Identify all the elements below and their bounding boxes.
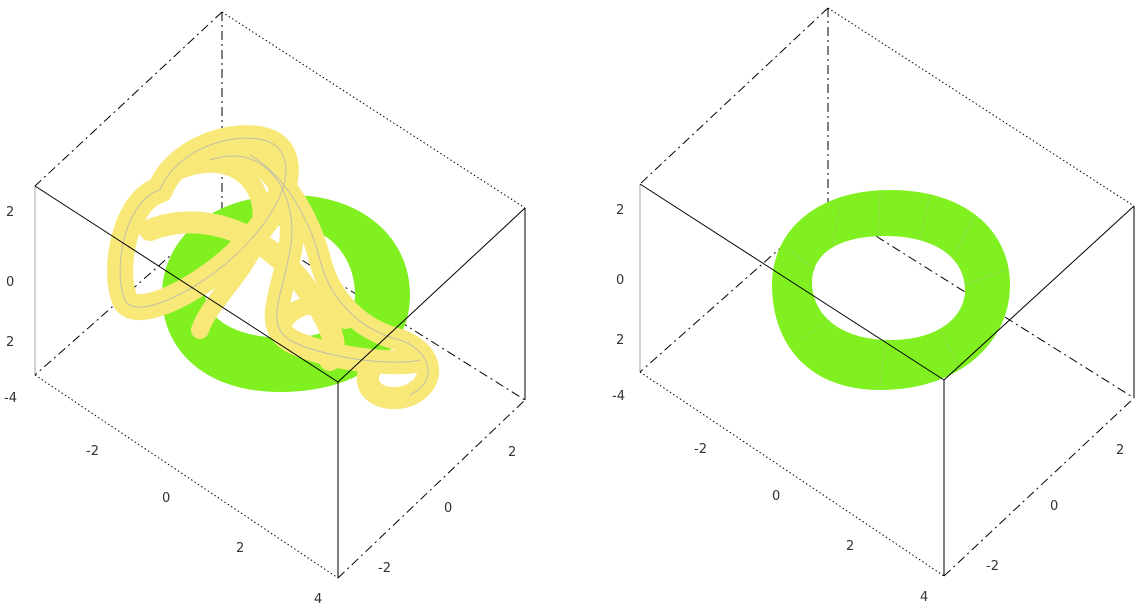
x-tick-label: 2	[846, 539, 854, 554]
x-tick-label: 0	[162, 491, 170, 506]
y-tick-label: 0	[1050, 499, 1058, 514]
left-box-edge	[34, 374, 339, 579]
z-tick-label: 0	[616, 273, 624, 288]
left-box-edge	[337, 207, 526, 383]
left-knot	[107, 125, 440, 410]
z-tick-label: 0	[6, 275, 14, 290]
left-ticks: 2 0 2 -4 -2 0 2 4 -2 0 2	[4, 205, 516, 607]
plot-right: 2 0 2 -4 -2 0 2 4 -2 0 2	[612, 7, 1135, 605]
left-box-edge	[34, 185, 339, 383]
y-tick-label: 2	[508, 445, 516, 460]
y-tick-label: 2	[1116, 443, 1124, 458]
plot-left: 2 0 2 -4 -2 0 2 4 -2 0 2	[4, 11, 526, 607]
z-tick-label: -4	[4, 391, 17, 406]
left-box-edge	[34, 11, 223, 187]
y-tick-label: -2	[986, 559, 999, 574]
right-box-edge	[639, 183, 945, 381]
left-box-edge	[337, 399, 526, 579]
x-tick-label: 4	[314, 592, 322, 607]
right-surfaces	[772, 190, 1010, 390]
right-box-edge	[639, 7, 829, 185]
x-tick-label: 4	[920, 590, 928, 605]
z-tick-label: 2	[616, 203, 624, 218]
x-tick-label: 0	[772, 489, 780, 504]
z-tick-label: 2	[6, 335, 14, 350]
left-torus	[162, 195, 410, 392]
right-ticks: 2 0 2 -4 -2 0 2 4 -2 0 2	[612, 203, 1124, 605]
left-surfaces	[107, 125, 440, 410]
right-box-edge	[943, 205, 1135, 381]
z-tick-label: 2	[6, 205, 14, 220]
y-tick-label: -2	[378, 561, 391, 576]
x-tick-label: 2	[236, 541, 244, 556]
right-box-edge	[943, 397, 1135, 577]
right-box-edge	[827, 7, 1135, 207]
y-tick-label: 0	[444, 501, 452, 516]
left-box-front	[34, 185, 526, 579]
right-torus	[772, 190, 1010, 390]
z-tick-label: -4	[612, 389, 625, 404]
z-tick-label: 2	[616, 333, 624, 348]
right-box-front	[639, 183, 1135, 577]
right-box-edge	[639, 371, 945, 577]
x-tick-label: -2	[694, 442, 707, 457]
right-torus-mesh	[789, 191, 1006, 389]
x-tick-label: -2	[86, 444, 99, 459]
left-box-edge	[221, 11, 526, 209]
right-box-edge	[827, 205, 1135, 399]
